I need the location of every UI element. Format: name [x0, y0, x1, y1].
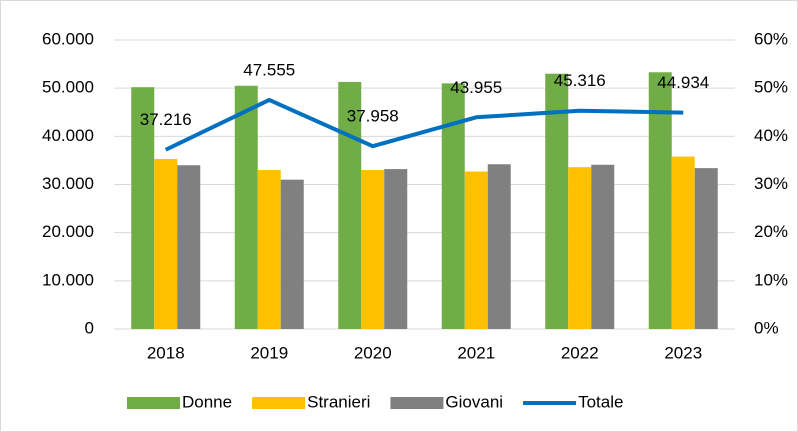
bar [568, 167, 592, 329]
y2-tick-label: 10% [754, 270, 788, 289]
y2-tick-label: 20% [754, 222, 788, 241]
data-label: 45.316 [554, 71, 606, 90]
data-label: 47.555 [243, 60, 295, 79]
bar [591, 164, 615, 329]
legend-label: Giovani [445, 392, 503, 411]
y-tick-label: 0 [85, 318, 94, 337]
x-tick-label: 2022 [561, 343, 599, 362]
legend-swatch [390, 397, 444, 409]
line [164, 97, 684, 152]
bar [257, 170, 281, 329]
bar [441, 83, 465, 329]
data-label: 37.958 [347, 107, 399, 126]
data-label: 43.955 [450, 78, 502, 97]
bar [280, 179, 304, 329]
x-tick-label: 2018 [147, 343, 185, 362]
y-tick-label: 30.000 [42, 174, 94, 193]
bar [384, 169, 408, 329]
bar [545, 73, 569, 329]
bar [338, 81, 362, 329]
y-tick-label: 50.000 [42, 78, 94, 97]
bar [648, 72, 672, 329]
x-tick-label: 2020 [354, 343, 392, 362]
x-tick-label: 2023 [664, 343, 702, 362]
bar [487, 164, 511, 329]
bar [234, 85, 258, 329]
legend-label: Donne [182, 392, 232, 411]
y2-tick-label: 60% [754, 29, 788, 48]
bar [464, 171, 488, 329]
legend-swatch [127, 397, 180, 409]
bar [361, 170, 385, 329]
bar [154, 158, 178, 329]
legend-label: Totale [578, 392, 623, 411]
bar [694, 168, 718, 329]
y-tick-label: 60.000 [42, 29, 94, 48]
data-label: 37.216 [140, 110, 192, 129]
y-tick-label: 40.000 [42, 126, 94, 145]
y2-tick-label: 30% [754, 174, 788, 193]
y-tick-label: 20.000 [42, 222, 94, 241]
bar [177, 165, 201, 329]
bar [131, 87, 155, 329]
y2-tick-label: 0% [754, 318, 779, 337]
data-label: 44.934 [657, 73, 709, 92]
bar [671, 156, 695, 329]
x-tick-label: 2019 [250, 343, 288, 362]
legend-label: Stranieri [307, 392, 370, 411]
legend-swatch [252, 397, 306, 409]
y2-tick-label: 50% [754, 78, 788, 97]
x-tick-label: 2021 [457, 343, 495, 362]
y2-tick-label: 40% [754, 126, 788, 145]
y-tick-label: 10.000 [42, 270, 94, 289]
